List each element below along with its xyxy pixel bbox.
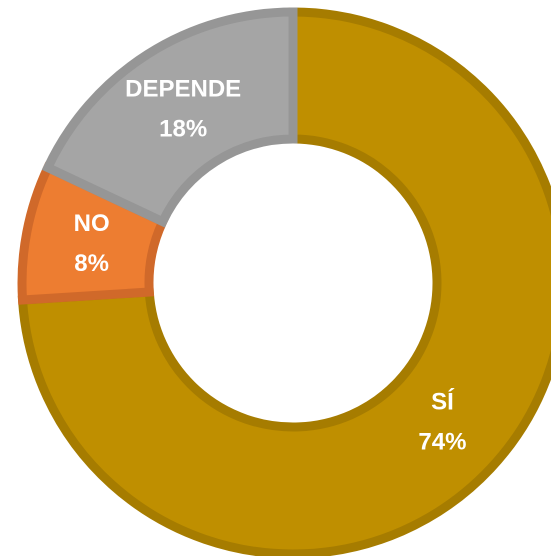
segment-value-label: 74% [418,429,466,456]
donut-segment [41,7,298,228]
segment-label: NO [74,210,110,237]
segment-label: DEPENDE [125,75,241,102]
segment-value-label: 8% [74,250,109,277]
segment-value-label: 18% [159,115,207,142]
segment-label: SÍ [431,388,455,416]
donut-segment [17,7,551,556]
